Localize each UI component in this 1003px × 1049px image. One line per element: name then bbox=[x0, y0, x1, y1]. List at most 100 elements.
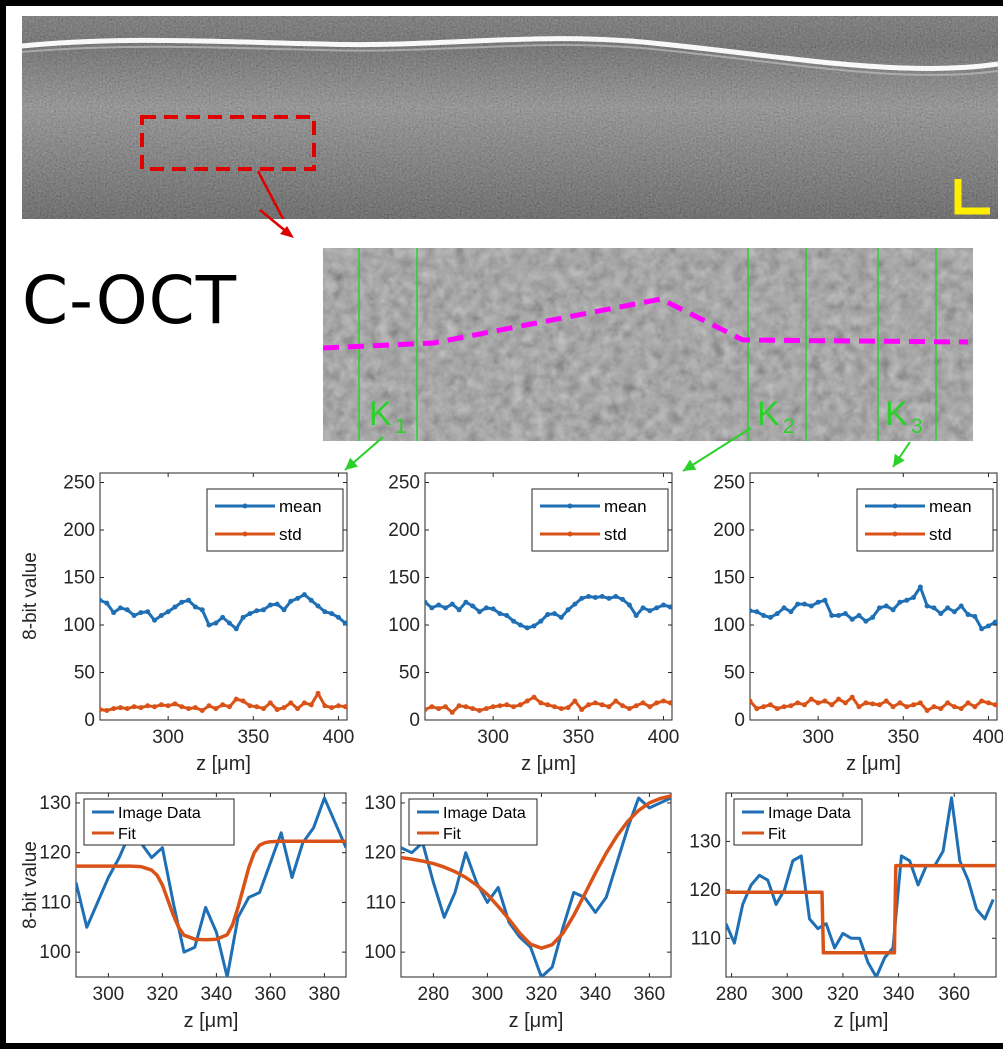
data-point bbox=[145, 609, 151, 615]
x-axis-label: z [μm] bbox=[846, 753, 901, 775]
series-line-fit bbox=[726, 863, 996, 955]
data-point bbox=[545, 702, 551, 708]
data-point bbox=[890, 704, 896, 710]
y-tick-label: 0 bbox=[409, 710, 420, 731]
marker-subscript: 1 bbox=[395, 415, 407, 438]
figure-title: C-OCT bbox=[22, 262, 238, 339]
data-point bbox=[281, 607, 287, 613]
data-point bbox=[442, 704, 448, 710]
data-point bbox=[226, 704, 232, 710]
data-point bbox=[654, 605, 660, 611]
x-tick-label: 340 bbox=[580, 984, 612, 1005]
chart-1: 300 350 400 0 50 100 150 200 250 z [μm] 8-bit valu… bbox=[20, 472, 355, 775]
data-point bbox=[172, 604, 178, 610]
x-axis-label: z [μm] bbox=[834, 1010, 889, 1032]
legend-marker bbox=[892, 531, 898, 537]
zoomed-roi-image bbox=[323, 248, 973, 441]
roi-box bbox=[140, 115, 316, 171]
legend-label: std bbox=[929, 525, 952, 544]
data-point bbox=[897, 599, 903, 605]
series-line-fit bbox=[401, 794, 671, 950]
data-point bbox=[429, 605, 435, 611]
x-tick-label: 340 bbox=[201, 984, 233, 1005]
data-point bbox=[335, 614, 341, 620]
y-tick-label: 0 bbox=[84, 710, 95, 731]
data-point bbox=[761, 613, 767, 618]
marker-subscript: 2 bbox=[783, 415, 795, 438]
data-point bbox=[152, 617, 158, 623]
data-point bbox=[985, 623, 991, 629]
data-point bbox=[572, 601, 578, 607]
data-point bbox=[315, 603, 321, 609]
x-tick-label: 300 bbox=[152, 727, 184, 748]
legend-marker bbox=[567, 531, 573, 537]
data-point bbox=[449, 601, 455, 607]
data-point bbox=[829, 613, 835, 618]
data-point bbox=[931, 704, 937, 710]
data-point bbox=[220, 614, 226, 620]
marker-letter: K bbox=[369, 395, 392, 433]
y-tick-label: 200 bbox=[63, 520, 95, 541]
data-point bbox=[124, 607, 130, 613]
data-point bbox=[301, 700, 307, 706]
y-tick-label: 110 bbox=[691, 928, 721, 949]
data-point bbox=[425, 599, 428, 605]
data-point bbox=[802, 601, 808, 607]
data-point bbox=[924, 603, 930, 609]
data-point bbox=[917, 700, 923, 706]
data-point bbox=[870, 614, 876, 620]
data-point bbox=[436, 706, 442, 712]
data-point bbox=[606, 704, 612, 710]
data-point bbox=[511, 618, 517, 624]
data-point bbox=[261, 607, 267, 613]
data-point bbox=[774, 611, 780, 617]
data-point bbox=[206, 703, 212, 709]
y-tick-label: 100 bbox=[39, 942, 71, 963]
data-point bbox=[613, 594, 619, 599]
data-point bbox=[572, 698, 578, 704]
y-tick-label: 130 bbox=[364, 793, 396, 814]
data-point bbox=[822, 597, 828, 603]
legend-label: Fit bbox=[768, 826, 786, 843]
data-point bbox=[322, 609, 328, 615]
series-line-image-data bbox=[76, 796, 346, 977]
data-point bbox=[958, 706, 964, 712]
legend-marker bbox=[242, 531, 248, 537]
data-point bbox=[295, 706, 301, 712]
x-tick-label: 300 bbox=[93, 984, 125, 1005]
legend-label: Image Data bbox=[443, 805, 526, 822]
marker-subscript: 3 bbox=[911, 415, 923, 438]
data-point bbox=[517, 622, 523, 628]
data-point bbox=[145, 703, 151, 709]
data-point bbox=[308, 702, 314, 708]
data-point bbox=[281, 705, 287, 711]
data-point bbox=[490, 704, 496, 710]
legend-label: Image Data bbox=[118, 805, 201, 822]
legend-marker bbox=[892, 503, 898, 509]
data-point bbox=[660, 602, 666, 608]
data-point bbox=[606, 595, 612, 601]
scale-bar bbox=[954, 179, 990, 215]
data-point bbox=[490, 606, 496, 612]
data-point bbox=[456, 703, 462, 709]
data-point bbox=[849, 616, 855, 622]
data-point bbox=[213, 706, 219, 712]
data-point bbox=[856, 704, 862, 710]
marker-arrowhead-1 bbox=[345, 457, 358, 470]
x-tick-label: 320 bbox=[147, 984, 179, 1005]
y-tick-label: 130 bbox=[39, 793, 71, 814]
data-point bbox=[938, 706, 944, 712]
data-point bbox=[586, 594, 592, 599]
x-tick-label: 400 bbox=[323, 727, 355, 748]
legend-box bbox=[856, 488, 994, 552]
x-axis-label: z [μm] bbox=[184, 1010, 239, 1032]
y-tick-label: 120 bbox=[364, 843, 396, 864]
series-line-image-data bbox=[401, 796, 671, 977]
y-tick-label: 110 bbox=[41, 892, 71, 913]
x-tick-label: 350 bbox=[887, 727, 919, 748]
x-tick-label: 300 bbox=[472, 984, 504, 1005]
data-point bbox=[342, 620, 347, 626]
data-point bbox=[308, 597, 314, 603]
data-point bbox=[524, 625, 530, 631]
